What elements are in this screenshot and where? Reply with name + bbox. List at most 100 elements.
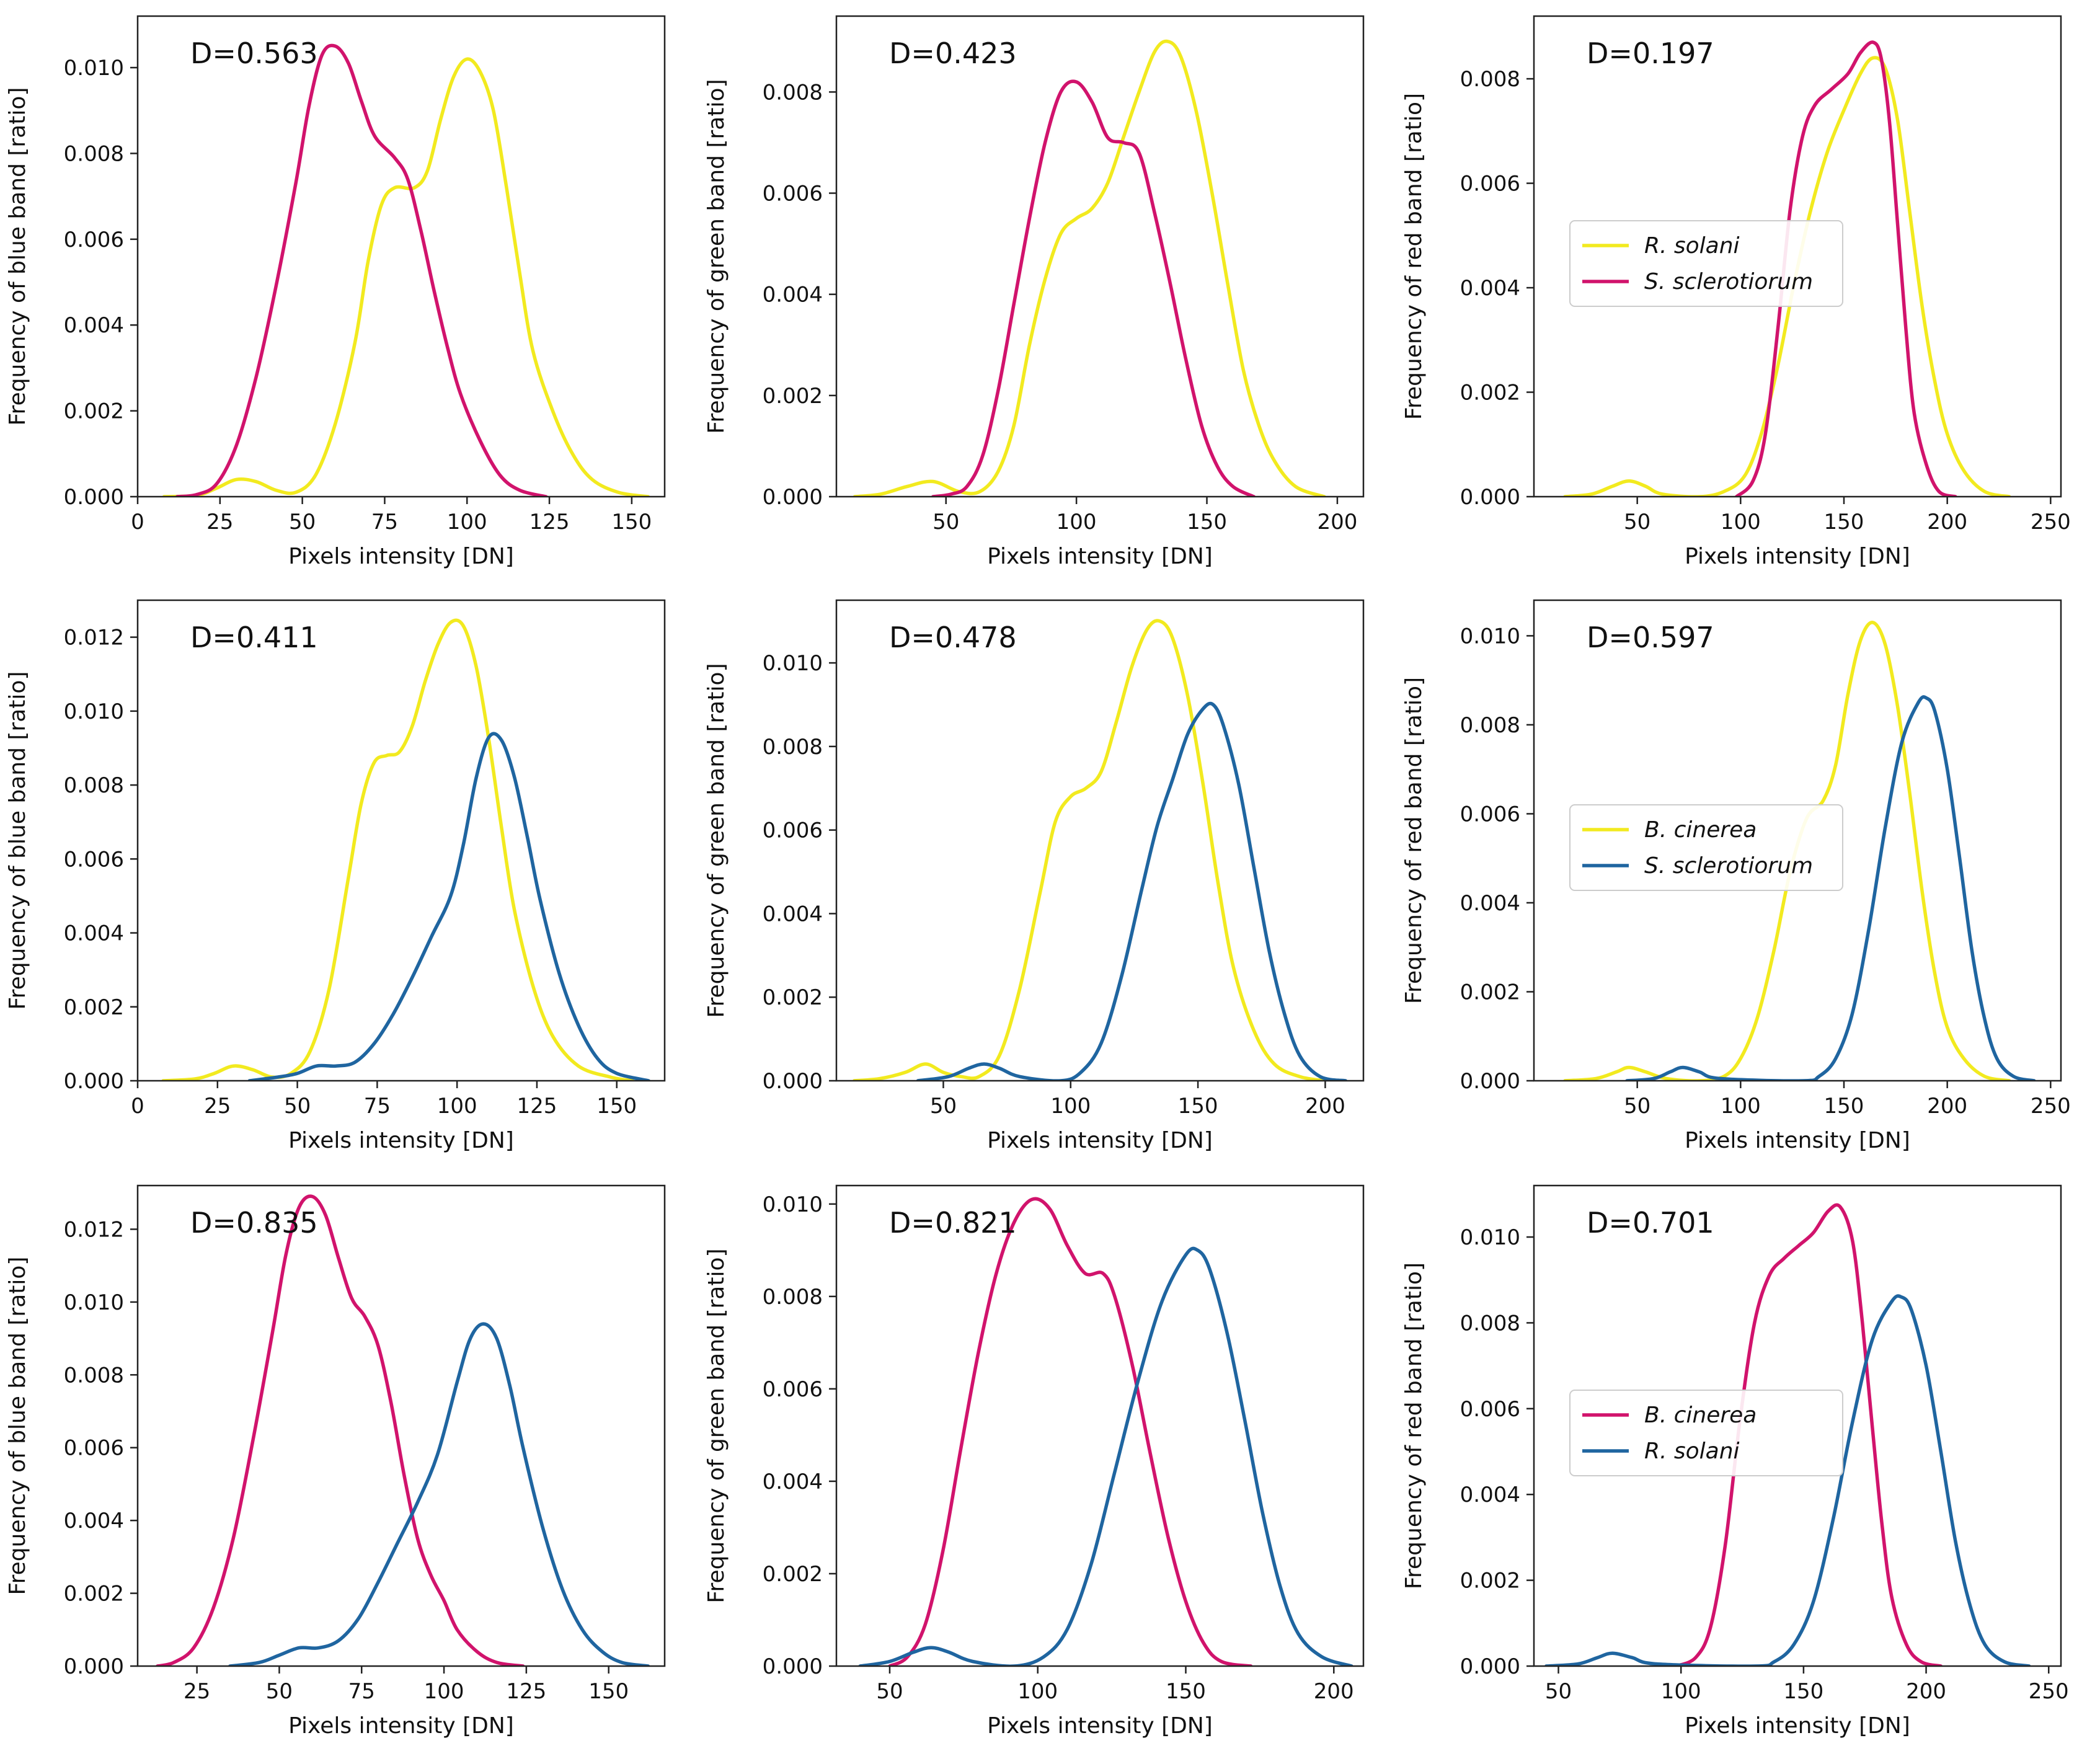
y-tick-label: 0.002 (763, 384, 823, 409)
chart-panel-2: 50 100 150 200 0.000 0.002 0.004 0.006 0.008 Pixe… (704, 15, 1365, 569)
x-axis-title: Pixels intensity [DN] (987, 1128, 1213, 1153)
x-tick-label: 100 (1721, 510, 1761, 534)
y-tick-label: 0.010 (763, 1192, 823, 1217)
series-group (162, 43, 650, 497)
y-tick-label: 0.008 (763, 1285, 823, 1310)
kde-curve-s-sclerotiorum (175, 43, 548, 497)
kde-curve-r-solani (858, 1246, 1353, 1666)
y-tick-label: 0.008 (64, 1363, 124, 1388)
x-tick-label: 250 (2029, 1679, 2069, 1704)
y-tick-label: 0.004 (763, 1470, 823, 1494)
y-tick-label: 0.000 (1460, 1654, 1520, 1679)
d-statistic: D=0.597 (1587, 621, 1714, 654)
x-axis-title: Pixels intensity [DN] (987, 1713, 1213, 1739)
d-statistic: D=0.197 (1587, 37, 1714, 70)
x-tick-label: 75 (364, 1094, 391, 1119)
x-axis-title: Pixels intensity [DN] (1685, 544, 1910, 569)
x-tick-label: 150 (611, 510, 652, 534)
x-tick-label: 50 (1545, 1679, 1572, 1704)
x-tick-label: 125 (516, 1094, 557, 1119)
y-tick-label: 0.012 (64, 1217, 124, 1242)
x-tick-label: 0 (131, 510, 144, 534)
legend-box (1569, 1390, 1843, 1476)
x-tick-label: 150 (588, 1679, 629, 1704)
y-tick-label: 0.010 (1460, 624, 1520, 649)
chart-panel-1: 0 25 50 75 100 125 150 0.000 0.002 0.004 0.006 0.00… (5, 15, 666, 569)
y-tick-label: 0.000 (1460, 485, 1520, 510)
y-tick-label: 0.002 (64, 995, 124, 1020)
y-tick-label: 0.004 (763, 902, 823, 926)
series-group (853, 39, 1326, 497)
d-statistic: D=0.478 (889, 621, 1017, 654)
kde-curve-s-sclerotiorum (916, 701, 1348, 1081)
y-tick-label: 0.000 (64, 1069, 124, 1094)
chart-panel-8: 50 100 150 200 0.000 0.002 0.004 0.006 0.008 0.01… (704, 1184, 1365, 1739)
d-statistic: D=0.411 (190, 621, 318, 654)
y-tick-label: 0.006 (763, 182, 823, 206)
chart-panel-6: 50 100 150 200 250 0.000 0.002 0.004 0.006 0.008 0… (1401, 599, 2071, 1153)
kde-curve-r-solani (162, 57, 650, 497)
y-tick-label: 0.004 (763, 283, 823, 308)
plot-frame (835, 15, 1365, 498)
x-tick-label: 50 (266, 1679, 293, 1704)
y-tick-label: 0.006 (763, 818, 823, 843)
x-tick-label: 50 (1624, 510, 1650, 534)
series-group (1544, 1203, 2031, 1666)
x-tick-label: 50 (284, 1094, 311, 1119)
y-tick-label: 0.004 (64, 313, 124, 338)
x-tick-label: 100 (1057, 510, 1097, 534)
y-axis-title: Frequency of green band [ratio] (704, 79, 729, 433)
y-tick-label: 0.000 (763, 1069, 823, 1094)
x-tick-label: 150 (1824, 510, 1864, 534)
legend: R. solani S. sclerotiorum (1569, 220, 1843, 307)
x-tick-label: 25 (204, 1094, 231, 1119)
chart-panel-7: 25 50 75 100 125 150 0.000 0.002 0.004 0.006 0.008… (5, 1184, 666, 1739)
x-tick-label: 150 (1187, 510, 1227, 534)
x-tick-label: 125 (506, 1679, 546, 1704)
x-tick-label: 100 (1661, 1679, 1701, 1704)
y-tick-label: 0.000 (763, 1654, 823, 1679)
chart-panel-3: 50 100 150 200 250 0.000 0.002 0.004 0.006 0.008 P… (1401, 15, 2071, 569)
legend-box (1569, 220, 1843, 307)
x-tick-label: 200 (1305, 1094, 1345, 1119)
y-tick-label: 0.004 (1460, 276, 1520, 301)
plot-frame (1533, 15, 2062, 498)
chart-panel-5: 50 100 150 200 0.000 0.002 0.004 0.006 0.008 0.01… (704, 599, 1365, 1153)
x-tick-label: 75 (348, 1679, 375, 1704)
kde-curve-s-sclerotiorum (247, 732, 650, 1081)
y-axis-title: Frequency of red band [ratio] (1401, 93, 1427, 420)
y-tick-label: 0.010 (64, 699, 124, 724)
y-tick-label: 0.002 (1460, 980, 1520, 1004)
y-tick-label: 0.002 (64, 399, 124, 424)
y-axis-title: Frequency of blue band [ratio] (5, 1257, 30, 1595)
x-tick-label: 200 (1927, 1094, 1967, 1119)
x-tick-label: 50 (1624, 1094, 1650, 1119)
legend-label: B. cinerea (1644, 1403, 1757, 1428)
y-tick-label: 0.004 (1460, 891, 1520, 916)
series-group (858, 1197, 1353, 1666)
d-statistic: D=0.835 (190, 1206, 318, 1239)
d-statistic: D=0.423 (889, 37, 1017, 70)
x-axis-title: Pixels intensity [DN] (1685, 1128, 1910, 1153)
series-group (161, 618, 650, 1081)
series-group (156, 1194, 650, 1666)
plot-frame (136, 15, 666, 498)
y-axis-title: Frequency of blue band [ratio] (5, 87, 30, 426)
x-tick-label: 25 (206, 510, 233, 534)
y-tick-label: 0.008 (763, 80, 823, 105)
y-axis-title: Frequency of green band [ratio] (704, 663, 729, 1018)
x-tick-label: 75 (371, 510, 398, 534)
y-tick-label: 0.008 (1460, 1311, 1520, 1336)
x-tick-label: 200 (1317, 510, 1357, 534)
legend: B. cinerea S. sclerotiorum (1569, 804, 1843, 891)
y-axis-title: Frequency of green band [ratio] (704, 1248, 729, 1603)
kde-curve-b-cinerea (888, 1197, 1253, 1666)
x-tick-label: 100 (1050, 1094, 1091, 1119)
d-statistic: D=0.821 (889, 1206, 1017, 1239)
series-group (1563, 40, 2011, 497)
y-tick-label: 0.006 (1460, 1397, 1520, 1422)
y-tick-label: 0.006 (64, 228, 124, 252)
x-axis-title: Pixels intensity [DN] (987, 544, 1213, 569)
y-tick-label: 0.002 (763, 1562, 823, 1587)
